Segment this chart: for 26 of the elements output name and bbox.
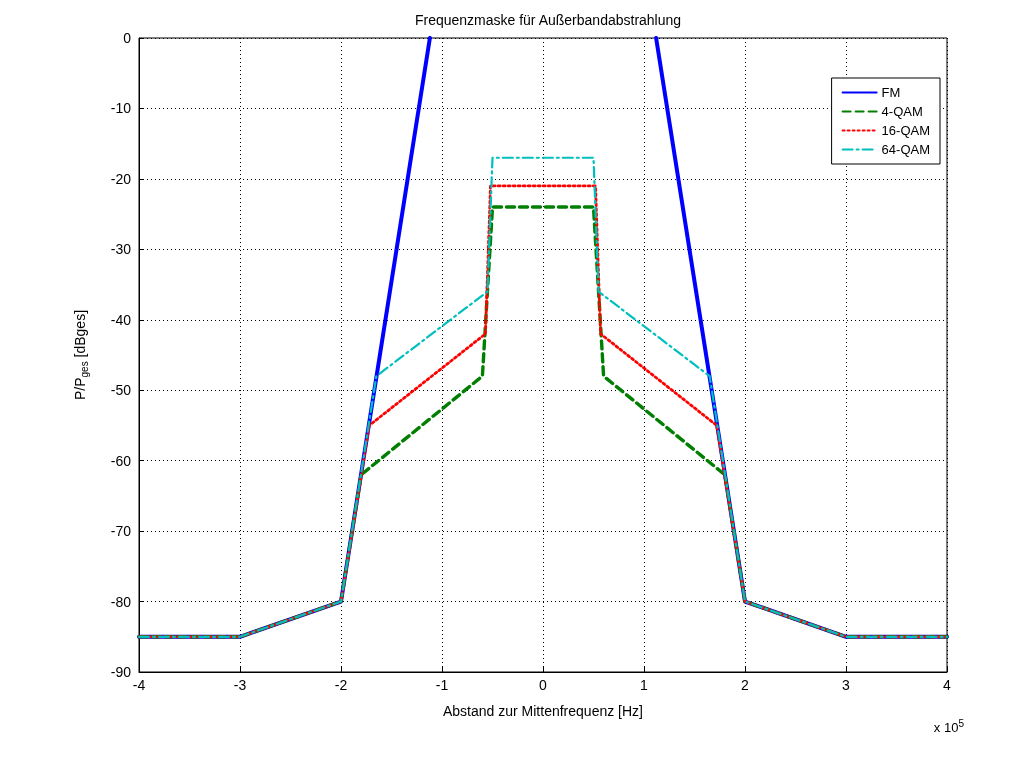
y-axis-title: P/Pges [dBges] <box>72 309 90 401</box>
x-axis-title: Abstand zur Mittenfrequenz [Hz] <box>443 703 643 719</box>
x-tick-label: 2 <box>741 677 750 693</box>
x-tick-label: -1 <box>435 677 449 693</box>
x-tick-label: 4 <box>943 677 952 693</box>
legend-label: 64-QAM <box>881 142 931 157</box>
y-tick-label: -60 <box>110 452 132 469</box>
x-tick-label: -4 <box>132 677 146 693</box>
x-tick-label: 0 <box>539 677 548 693</box>
x-tick-label: 3 <box>842 677 851 693</box>
y-tick-label: -80 <box>110 593 132 610</box>
y-tick-label: -20 <box>110 170 132 187</box>
y-tick-label: 0 <box>123 30 132 46</box>
y-tick-label: -30 <box>110 241 132 258</box>
y-tick-label: -70 <box>110 523 132 540</box>
y-tick-label: -40 <box>110 311 132 328</box>
x-tick-label: -2 <box>334 677 348 693</box>
y-tick-label: -10 <box>110 100 132 117</box>
y-tick-label: -50 <box>110 382 132 399</box>
y-tick-label: -90 <box>110 664 132 680</box>
legend-label: 16-QAM <box>881 123 931 138</box>
legend-label: FM <box>881 85 901 100</box>
legend-label: 4-QAM <box>881 104 923 119</box>
x-tick-label: -3 <box>233 677 247 693</box>
chart-title: Frequenzmaske für Außerbandabstrahlung <box>414 12 682 28</box>
x-tick-label: 1 <box>640 677 649 693</box>
